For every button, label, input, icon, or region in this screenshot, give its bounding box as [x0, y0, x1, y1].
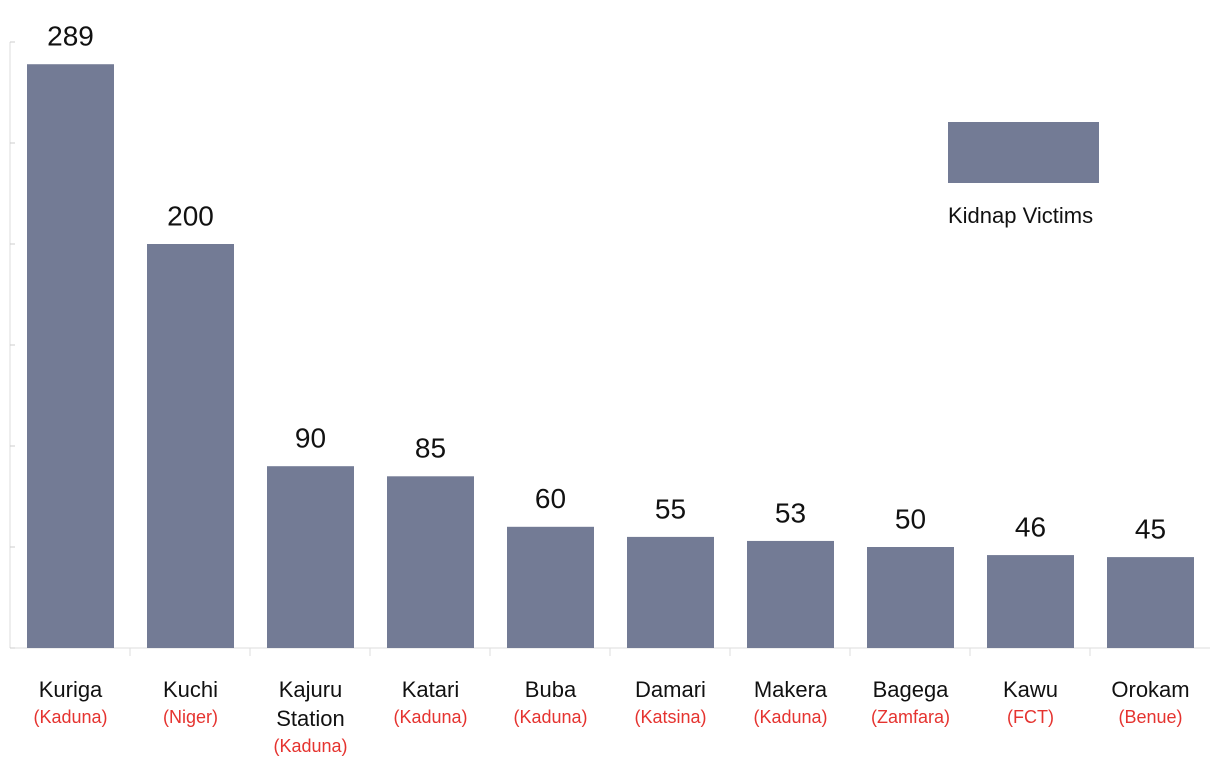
x-tick-label: Kawu (FCT): [972, 675, 1090, 731]
bar: [507, 526, 594, 648]
bar: [387, 476, 474, 648]
x-tick-label: Bagega (Zamfara): [852, 675, 970, 731]
value-label: 55: [655, 493, 686, 524]
region-name: (Benue): [1118, 707, 1183, 727]
region-name: (Kaduna): [273, 736, 348, 756]
x-tick-label: Katari (Kaduna): [372, 675, 490, 731]
bar: [147, 244, 234, 648]
category-name: Kuchi: [162, 677, 219, 702]
value-label: 90: [295, 423, 326, 454]
bar: [867, 547, 954, 648]
category-name: Orokam: [1111, 677, 1190, 702]
legend-swatch: [948, 122, 1099, 183]
category-name: Katari: [401, 677, 460, 702]
value-label: 53: [775, 497, 806, 528]
region-name: (FCT): [1007, 707, 1054, 727]
value-label: 85: [415, 433, 446, 464]
value-label: 50: [895, 503, 926, 534]
x-tick-label: Kajuru Station (Kaduna): [252, 675, 370, 760]
category-name: Makera: [753, 677, 828, 702]
category-name: Kajuru Station: [276, 677, 345, 731]
x-tick-label: Kuriga (Kaduna): [12, 675, 130, 731]
x-tick-label: Orokam (Benue): [1092, 675, 1210, 731]
value-label: 46: [1015, 511, 1046, 542]
category-name: Damari: [635, 677, 706, 702]
value-label: 289: [47, 21, 94, 52]
category-name: Bagega: [872, 677, 949, 702]
bar: [267, 466, 354, 648]
x-tick-label: Kuchi (Niger): [132, 675, 250, 731]
x-tick-label: Makera (Kaduna): [732, 675, 850, 731]
category-name: Kawu: [1002, 677, 1059, 702]
value-label: 60: [535, 483, 566, 514]
legend-label: Kidnap Victims: [948, 203, 1093, 228]
region-name: (Kaduna): [33, 707, 108, 727]
region-name: (Katsina): [634, 707, 707, 727]
x-tick-label: Damari (Katsina): [612, 675, 730, 731]
region-name: (Kaduna): [393, 707, 468, 727]
bar: [747, 540, 834, 648]
bar: [987, 555, 1074, 648]
category-name: Kuriga: [38, 677, 103, 702]
value-label: 200: [167, 200, 214, 231]
region-name: (Niger): [162, 707, 218, 727]
bar: [1107, 557, 1194, 648]
region-name: (Kaduna): [513, 707, 588, 727]
category-name: Buba: [524, 677, 577, 702]
bar: [27, 64, 114, 649]
value-label: 45: [1135, 513, 1166, 544]
x-tick-label: Buba (Kaduna): [492, 675, 610, 731]
region-name: (Kaduna): [753, 707, 828, 727]
bar: [627, 536, 714, 648]
region-name: (Zamfara): [870, 707, 950, 727]
